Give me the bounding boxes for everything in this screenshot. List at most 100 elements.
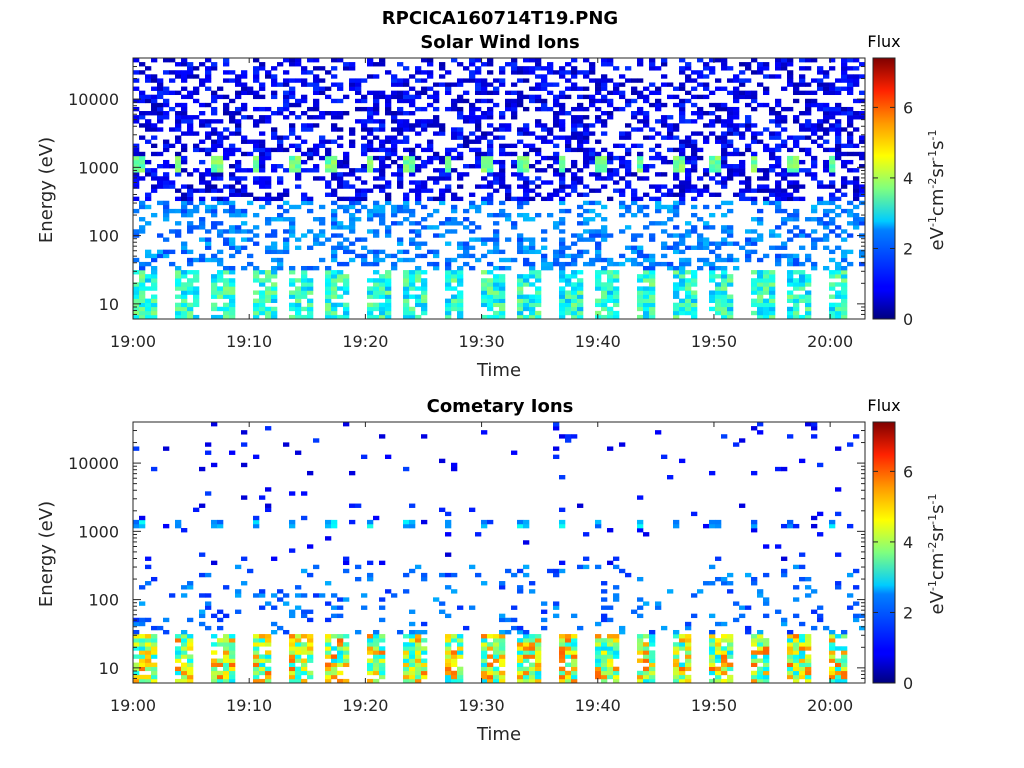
heatmap-cell	[523, 314, 530, 320]
heatmap-cell	[265, 151, 272, 157]
heatmap-cell	[331, 115, 338, 120]
heatmap-cell	[259, 119, 266, 124]
heatmap-cell	[673, 666, 680, 672]
heatmap-cell	[283, 90, 290, 96]
heatmap-cell	[727, 298, 734, 303]
heatmap-cell	[781, 86, 788, 91]
heatmap-cell	[439, 62, 446, 67]
heatmap-cell	[715, 168, 722, 173]
heatmap-cell	[535, 278, 542, 283]
heatmap-cell	[805, 642, 812, 647]
heatmap-cell	[487, 646, 494, 651]
heatmap-cell	[751, 90, 758, 96]
heatmap-cell	[577, 147, 584, 153]
heatmap-cell	[649, 658, 656, 663]
heatmap-cell	[841, 302, 848, 308]
heatmap-cell	[619, 131, 626, 136]
heatmap-cell	[823, 208, 830, 214]
heatmap-cell	[733, 442, 740, 447]
heatmap-cell	[685, 233, 692, 238]
heatmap-cell	[175, 270, 182, 275]
heatmap-cell	[457, 127, 464, 132]
heatmap-cell	[295, 450, 302, 455]
heatmap-cell	[181, 249, 188, 255]
heatmap-cell	[337, 241, 344, 246]
heatmap-cell	[169, 106, 176, 112]
heatmap-cell	[385, 192, 392, 197]
heatmap-cell	[757, 233, 764, 238]
heatmap-cell	[445, 282, 452, 287]
heatmap-cell	[535, 666, 542, 672]
heatmap-cell	[589, 208, 596, 214]
heatmap-cell	[523, 180, 530, 185]
heatmap-cell	[499, 634, 506, 639]
heatmap-cell	[559, 678, 566, 684]
heatmap-cell	[805, 576, 812, 582]
heatmap-cell	[601, 605, 608, 610]
heatmap-cell	[781, 523, 788, 529]
heatmap-cell	[265, 674, 272, 680]
heatmap-cell	[271, 249, 278, 255]
heatmap-cell	[181, 78, 188, 83]
heatmap-cell	[145, 123, 152, 128]
heatmap-cell	[331, 634, 338, 639]
heatmap-cell	[193, 294, 200, 299]
heatmap-cell	[205, 131, 212, 136]
heatmap-cell	[727, 233, 734, 238]
heatmap-cell	[793, 658, 800, 663]
heatmap-cell	[649, 286, 656, 291]
heatmap-cell	[205, 625, 212, 631]
heatmap-cell	[355, 168, 362, 173]
heatmap-cell	[625, 123, 632, 128]
heatmap-cell	[427, 58, 434, 63]
heatmap-cell	[301, 646, 308, 651]
heatmap-cell	[337, 196, 344, 202]
heatmap-cell	[397, 172, 404, 177]
heatmap-cell	[133, 184, 140, 189]
heatmap-cell	[163, 200, 170, 206]
heatmap-cell	[751, 426, 758, 431]
heatmap-cell	[367, 678, 374, 684]
heatmap-cell	[349, 82, 356, 87]
heatmap-cell	[409, 662, 416, 667]
heatmap-cell	[157, 164, 164, 169]
heatmap-cell	[469, 507, 476, 513]
heatmap-cell	[493, 102, 500, 108]
heatmap-cell	[589, 94, 596, 100]
heatmap-cell	[559, 646, 566, 651]
heatmap-cell	[211, 278, 218, 283]
heatmap-cell	[325, 282, 332, 287]
heatmap-cell	[187, 184, 194, 189]
heatmap-cell	[673, 168, 680, 173]
heatmap-cell	[439, 601, 446, 606]
heatmap-cell	[679, 70, 686, 75]
heatmap-cell	[769, 155, 776, 161]
heatmap-cell	[139, 261, 146, 267]
heatmap-cell	[451, 638, 458, 643]
heatmap-cell	[457, 143, 464, 149]
heatmap-cell	[343, 556, 350, 561]
heatmap-cell	[511, 257, 518, 263]
heatmap-cell	[325, 646, 332, 651]
heatmap-cell	[559, 66, 566, 71]
heatmap-cell	[301, 82, 308, 87]
heatmap-cell	[337, 597, 344, 602]
heatmap-cell	[253, 90, 260, 96]
heatmap-cell	[529, 306, 536, 312]
heatmap-cell	[487, 298, 494, 303]
heatmap-cell	[745, 229, 752, 234]
heatmap-cell	[535, 646, 542, 651]
heatmap-cell	[163, 90, 170, 96]
heatmap-cell	[193, 302, 200, 308]
heatmap-cell	[793, 217, 800, 222]
heatmap-cell	[727, 111, 734, 116]
heatmap-cell	[583, 532, 590, 537]
heatmap-cell	[373, 229, 380, 234]
heatmap-cell	[559, 94, 566, 100]
heatmap-cell	[613, 593, 620, 598]
heatmap-cell	[217, 658, 224, 663]
heatmap-cell	[571, 638, 578, 643]
heatmap-cell	[763, 270, 770, 275]
heatmap-cell	[253, 225, 260, 230]
heatmap-cell	[289, 155, 296, 161]
